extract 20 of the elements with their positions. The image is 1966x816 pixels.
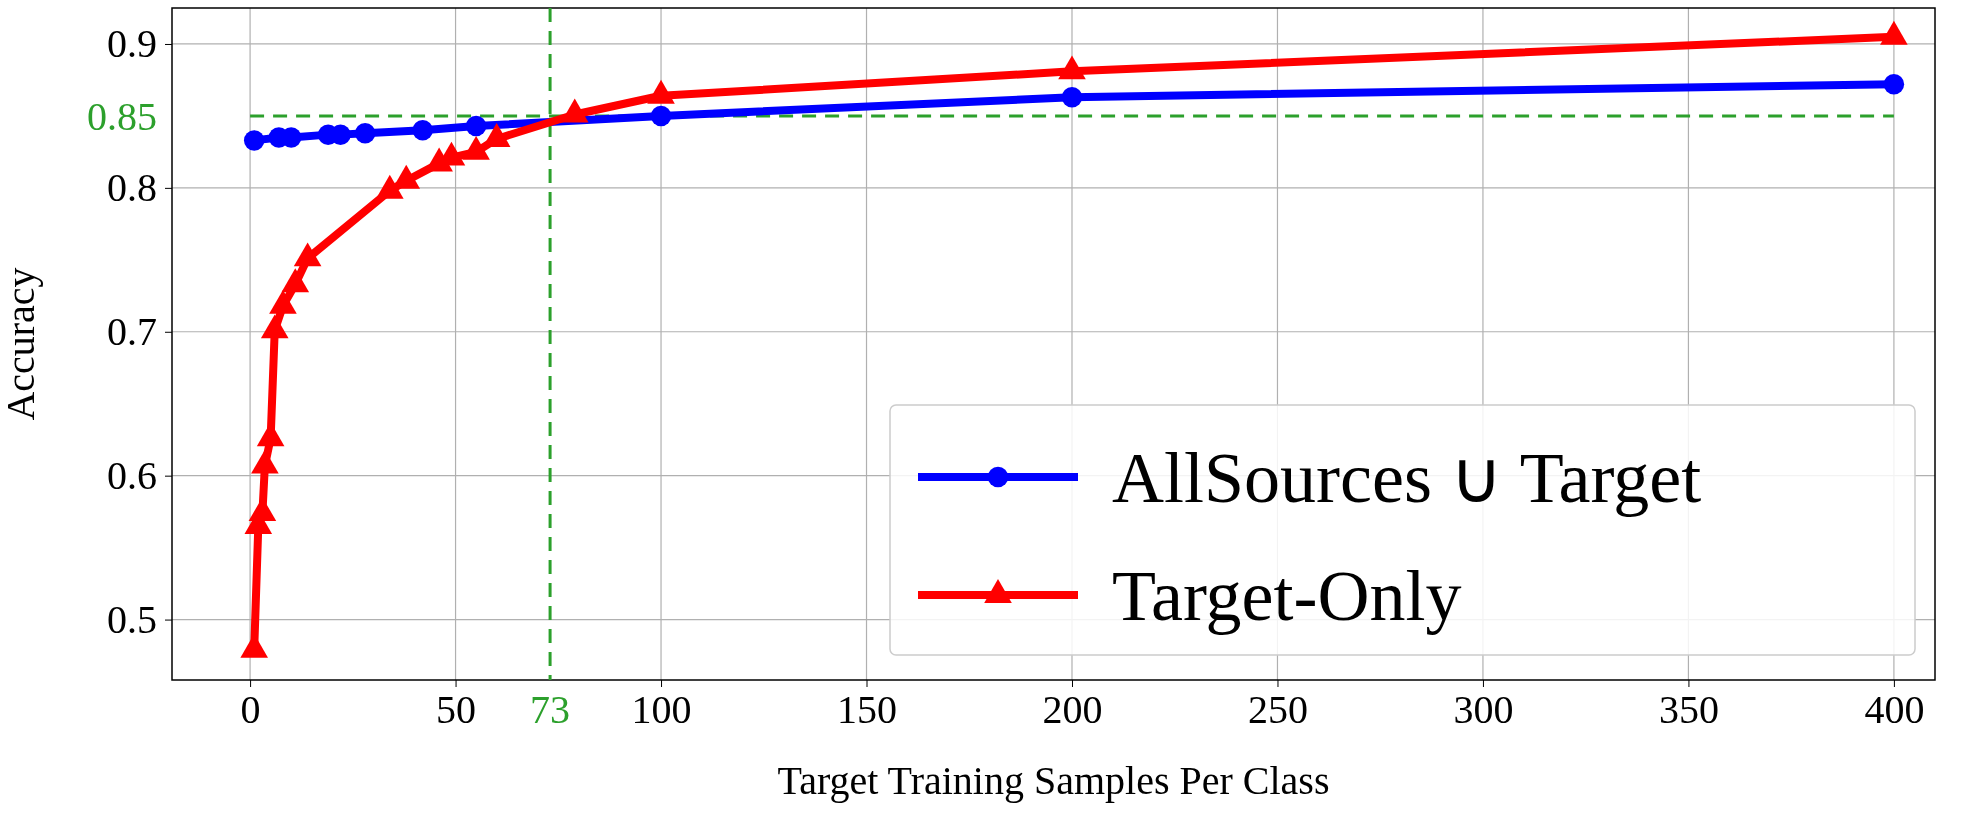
legend-label: Target-Only [1112,556,1462,637]
x-tick-label: 400 [1864,687,1925,733]
x-tick-label: 200 [1042,687,1103,733]
x-tick-label: 300 [1453,687,1514,733]
x-tick-label: 150 [837,687,898,733]
x-tick-label: 350 [1658,687,1719,733]
ref-line-label: 73 [530,687,571,733]
y-tick-label: 0.5 [107,596,157,642]
x-tick-label: 50 [436,687,477,733]
y-tick-label: 0.6 [107,452,157,498]
y-tick-label: 0.9 [107,21,157,67]
y-tick-label: 0.8 [107,165,157,211]
x-tick-label: 0 [240,687,261,733]
ref-line-label: 0.85 [87,93,157,139]
y-axis-title: Accuracy [0,267,43,421]
x-axis-title: Target Training Samples Per Class [777,758,1330,803]
legend-label: AllSources ∪ Target [1112,438,1702,519]
y-tick-label: 0.7 [107,309,157,355]
x-tick-label: 100 [631,687,692,733]
x-tick-label: 250 [1247,687,1308,733]
